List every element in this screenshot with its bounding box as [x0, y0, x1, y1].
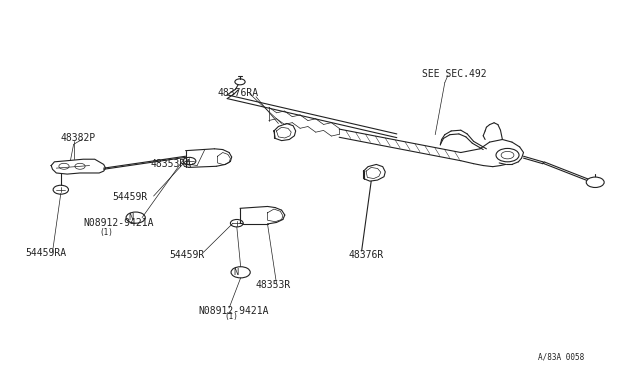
Text: 54459R: 54459R — [170, 250, 205, 260]
Text: (1): (1) — [99, 228, 113, 237]
Text: SEE SEC.492: SEE SEC.492 — [422, 70, 487, 79]
Text: N08912-9421A: N08912-9421A — [83, 218, 154, 228]
Text: 54459R: 54459R — [112, 192, 147, 202]
Text: N08912-9421A: N08912-9421A — [198, 306, 269, 315]
Text: 48353R: 48353R — [256, 280, 291, 289]
Text: (1): (1) — [224, 312, 238, 321]
Text: N: N — [234, 268, 239, 277]
Text: 48353RA: 48353RA — [150, 159, 191, 169]
Text: N: N — [129, 213, 134, 222]
Text: 48376RA: 48376RA — [218, 88, 259, 98]
Text: 48376R: 48376R — [349, 250, 384, 260]
Text: 48382P: 48382P — [61, 133, 96, 142]
Text: 54459RA: 54459RA — [26, 248, 67, 258]
Circle shape — [586, 177, 604, 187]
Text: A/83A 0058: A/83A 0058 — [538, 353, 584, 362]
